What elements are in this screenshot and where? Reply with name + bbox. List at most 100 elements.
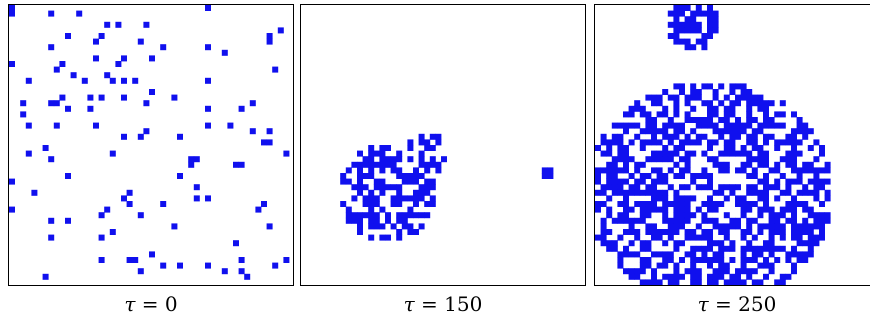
lattice-cell xyxy=(137,268,144,275)
lattice-cell xyxy=(600,240,607,247)
lattice-cell xyxy=(611,167,618,174)
lattice-cell xyxy=(362,156,369,163)
lattice-cell xyxy=(735,100,741,107)
lattice-cell xyxy=(143,128,150,135)
lattice-cell xyxy=(779,100,786,107)
lattice-cell xyxy=(813,189,820,196)
lattice-cell xyxy=(740,128,747,135)
lattice-cell xyxy=(684,16,691,23)
lattice-cell xyxy=(785,189,792,196)
lattice-cell xyxy=(757,262,764,269)
lattice-cell xyxy=(283,257,290,263)
panel-tau-250 xyxy=(594,4,870,286)
lattice-cell xyxy=(791,234,797,241)
lattice-cell xyxy=(807,229,814,235)
lattice-cell xyxy=(701,38,708,45)
lattice-cell xyxy=(701,257,708,263)
lattice-cell xyxy=(718,262,725,269)
lattice-cell xyxy=(238,268,245,275)
lattice-cell xyxy=(651,100,657,107)
lattice-cell xyxy=(662,150,669,157)
lattice-cell xyxy=(679,206,685,213)
lattice-cell xyxy=(757,145,764,151)
lattice-cell xyxy=(662,128,669,135)
lattice-cell xyxy=(266,128,273,135)
lattice-cell xyxy=(606,150,613,157)
lattice-cell xyxy=(746,122,753,129)
lattice-cell xyxy=(623,111,629,118)
lattice-cell xyxy=(623,212,629,219)
lattice-cell xyxy=(667,223,674,230)
lattice-cell xyxy=(718,189,725,196)
lattice-cell xyxy=(723,105,730,112)
lattice-cell xyxy=(712,10,719,17)
lattice-cell xyxy=(651,128,657,135)
lattice-cell xyxy=(345,167,352,174)
lattice-cell xyxy=(656,189,663,196)
lattice-cell xyxy=(606,229,613,235)
lattice-cell xyxy=(93,38,99,45)
lattice-cell xyxy=(623,251,629,258)
lattice-cell xyxy=(424,212,431,219)
lattice-cell xyxy=(684,268,691,275)
lattice-cell xyxy=(690,10,697,17)
lattice-cell xyxy=(20,111,27,118)
lattice-cell xyxy=(379,150,386,157)
lattice-cell xyxy=(357,217,363,224)
lattice-cell xyxy=(723,167,730,174)
lattice-cell xyxy=(791,245,797,252)
lattice-cell xyxy=(735,195,741,202)
lattice-cell xyxy=(639,240,646,247)
lattice-cell xyxy=(221,268,228,275)
lattice-cell xyxy=(351,184,358,191)
lattice-cell xyxy=(401,178,408,185)
lattice-cell xyxy=(679,122,685,129)
lattice-cell xyxy=(791,167,797,174)
lattice-cell xyxy=(617,167,624,174)
lattice-cell xyxy=(707,27,713,34)
lattice-cell xyxy=(656,156,663,163)
lattice-cell xyxy=(379,234,386,241)
lattice-cell xyxy=(718,268,725,275)
lattice-cell xyxy=(639,245,646,252)
lattice-cell xyxy=(662,173,669,179)
lattice-cell xyxy=(623,167,629,174)
lattice-cell xyxy=(277,27,284,34)
lattice-cell xyxy=(137,133,144,140)
lattice-cell xyxy=(673,5,680,11)
lattice-cell xyxy=(740,145,747,151)
lattice-cell xyxy=(623,217,629,224)
lattice-cell xyxy=(662,273,669,280)
lattice-cell xyxy=(774,245,781,252)
lattice-cell xyxy=(98,212,105,219)
lattice-cell xyxy=(679,156,685,163)
lattice-cell xyxy=(701,133,708,140)
lattice-cell xyxy=(774,229,781,235)
lattice-cell xyxy=(695,133,702,140)
lattice-cell xyxy=(695,173,702,179)
lattice-cell xyxy=(623,189,629,196)
lattice-cell xyxy=(368,206,375,213)
lattice-cell xyxy=(684,133,691,140)
lattice-cell xyxy=(763,117,769,123)
lattice-cell xyxy=(407,195,414,202)
lattice-cell xyxy=(757,229,764,235)
lattice-cell xyxy=(188,156,195,163)
lattice-cell xyxy=(611,189,618,196)
lattice-cell xyxy=(656,178,663,185)
lattice-cell xyxy=(595,167,601,174)
lattice-cell xyxy=(390,161,397,168)
lattice-cell xyxy=(819,184,825,191)
lattice-cell xyxy=(740,201,747,207)
lattice-cell xyxy=(779,189,786,196)
lattice-tau-0 xyxy=(9,5,290,280)
lattice-cell xyxy=(796,201,803,207)
lattice-cell xyxy=(651,234,657,241)
lattice-cell xyxy=(121,55,127,62)
lattice-cell xyxy=(718,184,725,191)
lattice-cell xyxy=(768,223,775,230)
lattice-cell xyxy=(774,223,781,230)
lattice-cell xyxy=(600,189,607,196)
lattice-cell xyxy=(673,128,680,135)
lattice-cell xyxy=(126,189,133,196)
